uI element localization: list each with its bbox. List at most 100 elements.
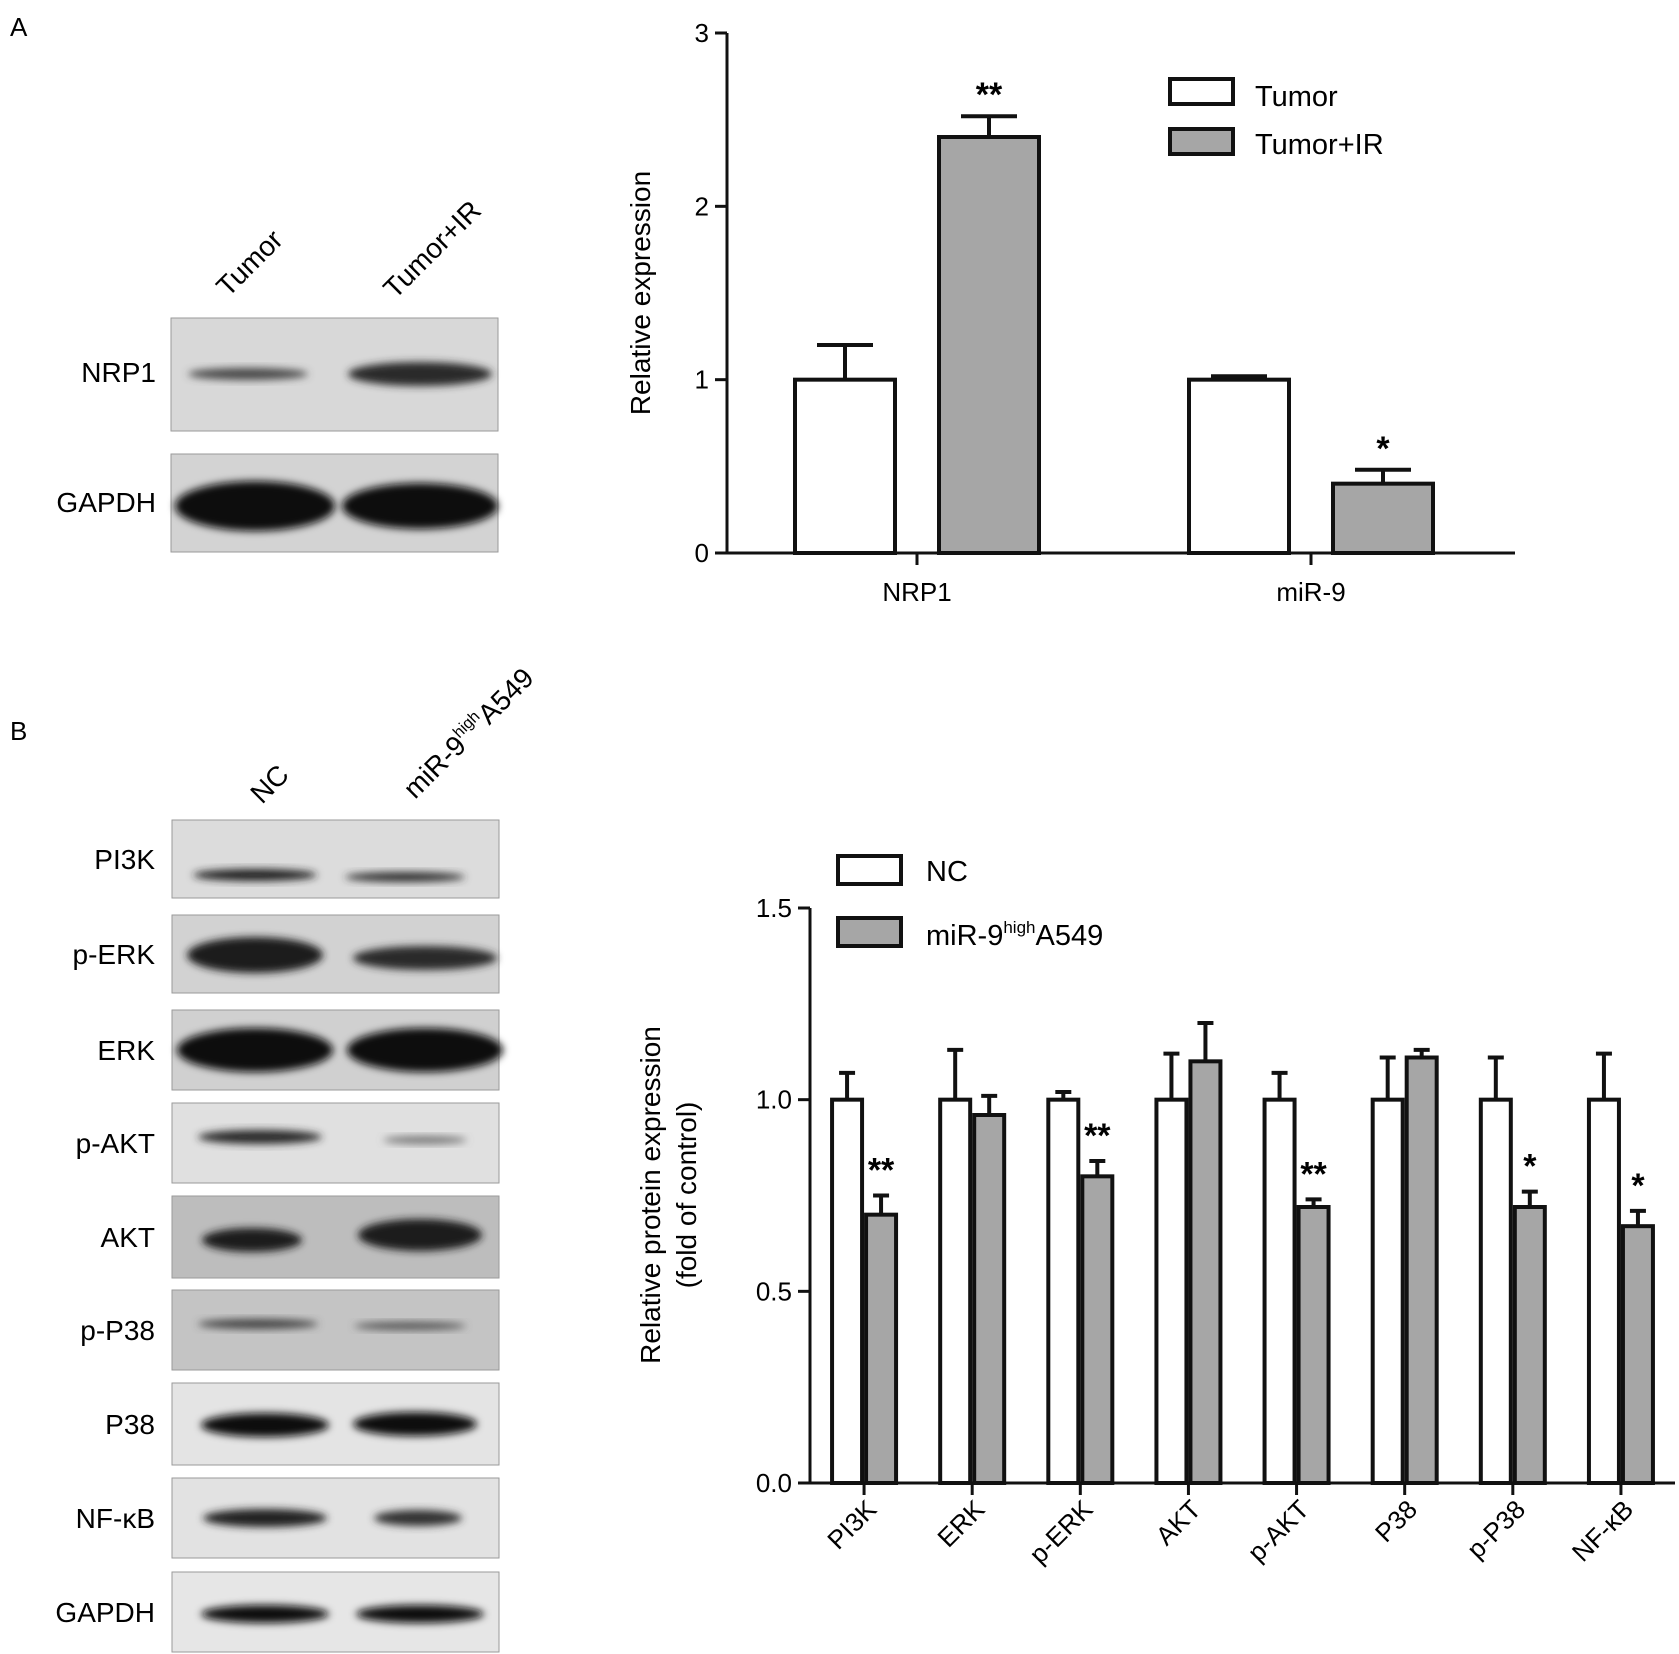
x-tick-label: P38 — [1369, 1494, 1423, 1548]
blot-b-row-label: NF-κB — [76, 1503, 155, 1534]
bar — [972, 1113, 1007, 1485]
blot-band — [198, 1319, 318, 1329]
y-tick-label: 3 — [695, 18, 709, 48]
y-tick-label: 1 — [695, 365, 709, 395]
blot-b-row-label: GAPDH — [55, 1597, 155, 1628]
blot-b-row-label: PI3K — [94, 844, 155, 875]
blot-b-row-label: p-ERK — [73, 939, 156, 970]
significance-marker: * — [1523, 1148, 1537, 1186]
chart-a-legend: Tumor Tumor+IR — [1168, 77, 1384, 161]
significance-marker: ** — [976, 76, 1003, 114]
blot-b-lane-label-mir9: miR-9highA549 — [397, 662, 539, 804]
y-tick-label: 0.0 — [756, 1468, 792, 1498]
blot-band — [358, 1219, 482, 1251]
blot-band — [175, 481, 335, 531]
blot-band — [201, 1605, 329, 1623]
x-tick-label: PI3K — [821, 1494, 883, 1556]
bar — [1370, 1097, 1405, 1485]
blot-band — [201, 1413, 329, 1437]
x-tick-label: ERK — [931, 1494, 990, 1553]
bar — [937, 135, 1041, 555]
legend-swatch-mir9 — [836, 916, 903, 948]
x-tick-label: NF-κB — [1566, 1494, 1639, 1567]
blot-b-lane-label: NC — [244, 759, 295, 810]
panel-b-letter: B — [10, 716, 27, 746]
blot-b-row-label: P38 — [105, 1409, 155, 1440]
blot-b-row-label: p-P38 — [80, 1315, 155, 1346]
y-tick-label: 0.5 — [756, 1276, 792, 1306]
blot-band — [198, 1130, 322, 1144]
x-tick-label: miR-9 — [1276, 577, 1345, 607]
panel-a-blot: Tumor Tumor+IR NRP1 GAPDH — [56, 194, 499, 553]
blot-band — [347, 1028, 503, 1072]
bar — [1080, 1174, 1115, 1486]
legend-swatch-tumor — [1168, 77, 1235, 106]
y-tick-label: 1.0 — [756, 1085, 792, 1115]
blot-band — [177, 1028, 333, 1072]
panel-b-blot: NC miR-9highA549 PI3K p-ERK ERK p-AKT AKT p-P… — [55, 662, 540, 1653]
blot-a-row-label: GAPDH — [56, 487, 156, 518]
blot-band — [356, 1605, 484, 1623]
bar — [1262, 1097, 1297, 1485]
bar — [830, 1097, 865, 1485]
legend-label-nc: NC — [926, 856, 968, 888]
blot-band — [342, 483, 498, 529]
blot-band — [188, 368, 308, 380]
legend-label-mir9: miR-9highA549 — [926, 918, 1103, 952]
x-tick-label: AKT — [1150, 1494, 1207, 1551]
chart-b-legend: NC miR-9highA549 — [836, 854, 1103, 952]
blot-b-strip — [171, 819, 500, 899]
blot-b-row-label: p-AKT — [76, 1128, 155, 1159]
bar — [1046, 1097, 1081, 1485]
blot-b-strip — [171, 1289, 500, 1371]
bar — [1331, 481, 1435, 555]
chart-b-y-axis-title-2: (fold of control) — [671, 1102, 702, 1289]
x-tick-label: p-AKT — [1241, 1494, 1314, 1567]
blot-band — [345, 872, 465, 882]
bar — [864, 1212, 899, 1485]
panel-a-letter: A — [10, 12, 28, 42]
chart-b-y-axis-title: Relative protein expression — [635, 1026, 666, 1364]
bar — [793, 377, 897, 555]
blot-a-lane-label: Tumor+IR — [377, 194, 487, 304]
y-tick-label: 1.5 — [756, 893, 792, 923]
bar — [1586, 1097, 1621, 1485]
legend-label-tumor-ir: Tumor+IR — [1255, 129, 1384, 161]
blot-band — [353, 946, 497, 970]
bar — [938, 1097, 973, 1485]
blot-a-lane-label: Tumor — [210, 224, 288, 302]
bar — [1187, 377, 1291, 555]
blot-band — [383, 1136, 467, 1144]
chart-a-y-axis-title: Relative expression — [625, 171, 656, 415]
blot-band — [202, 1228, 302, 1252]
y-tick-label: 0 — [695, 538, 709, 568]
bar — [1512, 1205, 1547, 1485]
significance-marker: ** — [1300, 1155, 1327, 1193]
bar — [1154, 1097, 1189, 1485]
blot-b-row-label: AKT — [101, 1222, 155, 1253]
y-tick-label: 2 — [695, 191, 709, 221]
x-tick-label: p-P38 — [1461, 1494, 1531, 1564]
blot-band — [354, 1322, 466, 1330]
x-tick-label: NRP1 — [882, 577, 951, 607]
blot-band — [187, 937, 323, 973]
significance-marker: * — [1376, 430, 1390, 468]
blot-band — [374, 1510, 462, 1526]
bar — [1620, 1224, 1655, 1485]
bar — [1404, 1055, 1439, 1485]
blot-band — [348, 362, 492, 386]
blot-band — [203, 1509, 327, 1527]
bar — [1188, 1059, 1223, 1486]
chart-b: 0.0 0.5 1.0 1.5 PI3K ERK p-ERK AKT p-AKT P38 p-P38… — [635, 854, 1675, 1570]
blot-band — [353, 1412, 477, 1436]
legend-label-tumor: Tumor — [1255, 81, 1338, 113]
legend-swatch-tumor-ir — [1168, 127, 1235, 156]
x-tick-label: p-ERK — [1023, 1494, 1099, 1570]
blot-band — [193, 869, 317, 881]
blot-b-row-label: ERK — [97, 1035, 155, 1066]
significance-marker: ** — [1084, 1117, 1111, 1155]
blot-a-row-label: NRP1 — [81, 357, 156, 388]
bar — [1296, 1205, 1331, 1485]
